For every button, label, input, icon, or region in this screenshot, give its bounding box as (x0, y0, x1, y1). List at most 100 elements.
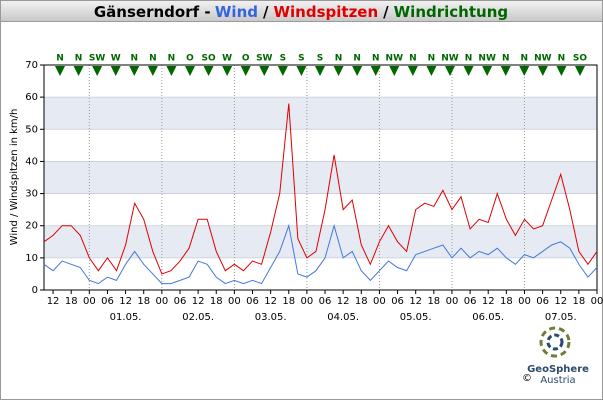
x-tick-label: 18 (500, 296, 513, 307)
series-line (43, 103, 598, 275)
x-tick-label: 12 (47, 296, 60, 307)
direction-label: NW (534, 54, 552, 64)
x-tick-label: 12 (409, 296, 422, 307)
y-tick-label: 60 (25, 92, 38, 103)
x-tick-label: 00 (373, 296, 386, 307)
direction-label: W (222, 54, 232, 64)
direction-label: NW (386, 54, 404, 64)
direction-arrow (240, 66, 251, 76)
y-tick-label: 0 (32, 285, 38, 296)
direction-label: NW (478, 54, 496, 64)
direction-arrow (500, 66, 511, 76)
direction-label: N (465, 54, 473, 64)
day-label: 01.05. (110, 312, 142, 323)
day-label: 07.05. (545, 312, 577, 323)
direction-arrow (73, 66, 84, 76)
x-tick-label: 00 (155, 296, 168, 307)
logo-mark (546, 333, 564, 351)
direction-label: N (558, 54, 566, 64)
direction-arrow (482, 66, 493, 76)
x-tick-label: 18 (282, 296, 295, 307)
direction-label: S (280, 54, 286, 64)
logo-mark (539, 326, 571, 358)
x-tick-label: 18 (65, 296, 78, 307)
direction-arrow (575, 66, 585, 76)
direction-arrow (92, 66, 103, 76)
x-tick-label: 12 (482, 296, 495, 307)
x-tick-label: 00 (446, 296, 459, 307)
grid-band (44, 97, 597, 130)
direction-label: N (409, 54, 417, 64)
direction-arrow (445, 66, 455, 76)
direction-arrow (166, 66, 177, 76)
direction-arrow (315, 66, 325, 76)
day-label: 04.05. (327, 312, 359, 323)
y-tick-label: 20 (25, 221, 38, 232)
title-part: Wind (215, 3, 258, 21)
logo-name: GeoSphere (527, 364, 589, 375)
x-tick-label: 00 (83, 296, 96, 307)
title-part: Windspitzen (273, 3, 378, 21)
x-tick-label: 06 (391, 296, 404, 307)
direction-label: S (317, 54, 323, 64)
direction-arrow (55, 66, 65, 76)
direction-label: O (242, 54, 250, 64)
x-tick-label: 18 (573, 296, 586, 307)
direction-label: N (75, 54, 83, 64)
x-tick-label: 12 (264, 296, 277, 307)
direction-arrow (463, 66, 474, 76)
x-tick-label: 12 (337, 296, 350, 307)
x-tick-label: 06 (246, 296, 259, 307)
x-tick-label: 06 (464, 296, 477, 307)
direction-arrow (537, 66, 548, 76)
chart-title: Gänserndorf - Wind / Windspitzen / Windrichtu… (94, 3, 508, 21)
direction-arrow (296, 66, 307, 76)
logo-sub: Austria (540, 375, 575, 386)
grid-band (44, 161, 597, 194)
direction-arrow (389, 66, 400, 76)
direction-arrow (407, 66, 418, 76)
direction-arrow (277, 66, 288, 76)
title-part: Windrichtung (394, 3, 508, 21)
y-axis-label: Wind / Windspitzen in km/h (9, 109, 20, 246)
x-tick-label: 12 (119, 296, 132, 307)
direction-arrow (110, 66, 121, 76)
x-tick-label: 18 (210, 296, 223, 307)
direction-arrow (556, 66, 567, 76)
x-tick-label: 00 (518, 296, 531, 307)
x-tick-label: 18 (355, 296, 368, 307)
x-tick-label: 12 (192, 296, 205, 307)
y-tick-label: 30 (25, 189, 38, 200)
copyright: © (522, 373, 532, 384)
x-tick-label: 18 (137, 296, 150, 307)
day-label: 03.05. (255, 312, 287, 323)
x-tick-label: 06 (536, 296, 549, 307)
direction-arrow (147, 66, 158, 76)
direction-label: SW (256, 54, 272, 64)
direction-label: N (353, 54, 361, 64)
direction-arrow (203, 66, 214, 76)
x-tick-label: 12 (554, 296, 567, 307)
direction-arrow (185, 66, 195, 76)
direction-label: W (111, 54, 121, 64)
direction-arrow (129, 66, 140, 76)
day-label: 02.05. (182, 312, 214, 323)
direction-label: N (168, 54, 176, 64)
y-tick-label: 50 (25, 124, 38, 135)
x-tick-label: 00 (301, 296, 314, 307)
direction-label: N (131, 54, 139, 64)
direction-label: NW (441, 54, 459, 64)
direction-label: SO (202, 54, 216, 64)
x-tick-label: 00 (228, 296, 241, 307)
direction-arrow (426, 66, 437, 76)
direction-label: SO (573, 54, 587, 64)
direction-arrow (352, 66, 363, 76)
direction-label: N (502, 54, 510, 64)
series-line (43, 223, 598, 285)
direction-label: N (56, 54, 64, 64)
y-tick-label: 10 (25, 253, 38, 264)
y-tick-label: 70 (25, 60, 38, 71)
x-tick-label: 18 (427, 296, 440, 307)
plot-frame (43, 64, 598, 291)
